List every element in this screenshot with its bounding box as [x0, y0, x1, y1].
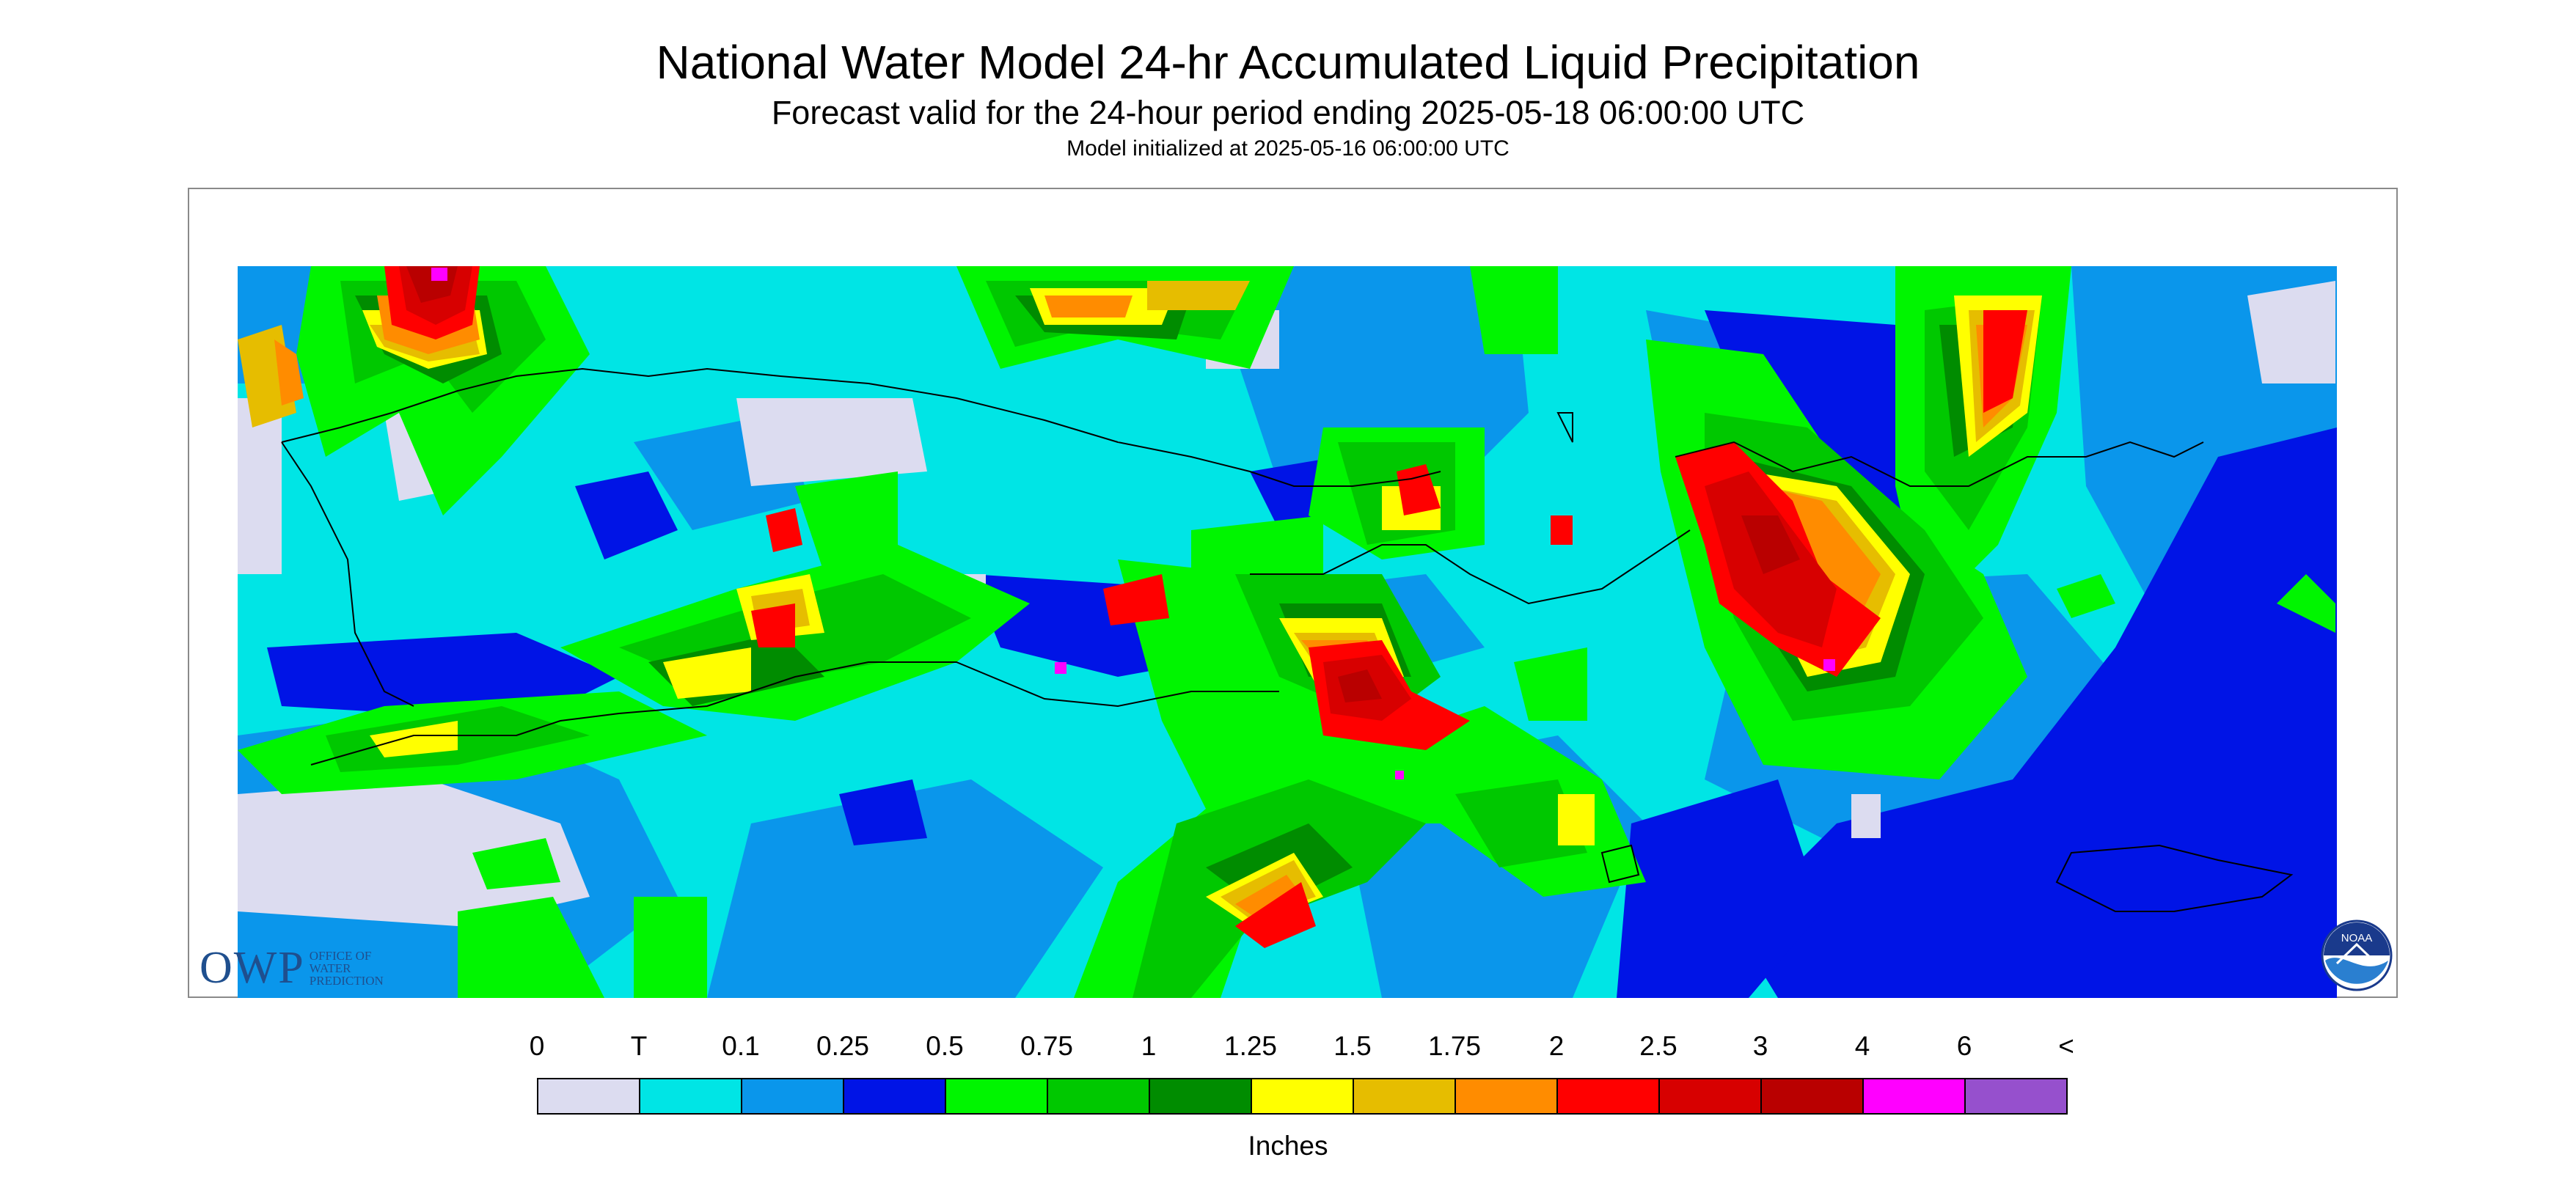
legend-tick-label: 3 [1752, 1031, 1768, 1061]
noaa-logo-text: NOAA [2341, 932, 2373, 944]
legend-swatch [1966, 1079, 2066, 1113]
legend-tick-label: 0.5 [926, 1031, 964, 1061]
legend-colorbar [537, 1078, 2068, 1115]
legend-swatch [1150, 1079, 1252, 1113]
coastline-outlines [281, 367, 2294, 912]
owp-logo: OWP OFFICE OF WATER PREDICTION [200, 942, 384, 994]
legend-tick-label: 6 [1956, 1031, 1972, 1061]
owp-logo-mark: OWP [200, 943, 305, 993]
legend-swatch [1048, 1079, 1150, 1113]
map-subtitle: Forecast valid for the 24-hour period en… [771, 94, 1805, 131]
legend-tick-label: 4 [1854, 1031, 1870, 1061]
legend-swatch [1558, 1079, 1660, 1113]
legend-tick-label: 0 [529, 1031, 545, 1061]
model-init-text: Model initialized at 2025-05-16 06:00:00… [1066, 136, 1510, 161]
legend-swatch [1864, 1079, 1966, 1113]
legend-swatch [1252, 1079, 1354, 1113]
legend-tick-label: 0.25 [816, 1031, 870, 1061]
legend-swatch [742, 1079, 844, 1113]
owp-logo-subtext: OFFICE OF WATER PREDICTION [309, 949, 384, 988]
legend-swatch [946, 1079, 1048, 1113]
legend-swatch [1354, 1079, 1456, 1113]
legend-tick-label: 1.25 [1223, 1031, 1278, 1061]
legend-tick-label: 1 [1141, 1031, 1157, 1061]
precipitation-map [238, 266, 2337, 998]
precip-region-4 [431, 268, 1835, 779]
legend-swatch [640, 1079, 742, 1113]
legend-tick-label: 0.75 [1020, 1031, 1074, 1061]
legend-tick-label: 2 [1548, 1031, 1565, 1061]
legend-tick-label: T [630, 1031, 648, 1061]
legend-swatch [538, 1079, 640, 1113]
map-title: National Water Model 24-hr Accumulated L… [656, 36, 1920, 89]
legend-swatch [1456, 1079, 1558, 1113]
legend-tick-label: 1.5 [1333, 1031, 1372, 1061]
legend-tick-label: 0.1 [722, 1031, 760, 1061]
legend-tick-label: 1.75 [1427, 1031, 1482, 1061]
noaa-logo: NOAA [2321, 919, 2393, 991]
legend-tick-label: < [2058, 1031, 2074, 1061]
legend-swatch [844, 1079, 946, 1113]
legend-swatch [1660, 1079, 1762, 1113]
legend-tick-label: 2.5 [1639, 1031, 1677, 1061]
legend-swatch [1762, 1079, 1864, 1113]
legend-units: Inches [1248, 1131, 1328, 1161]
